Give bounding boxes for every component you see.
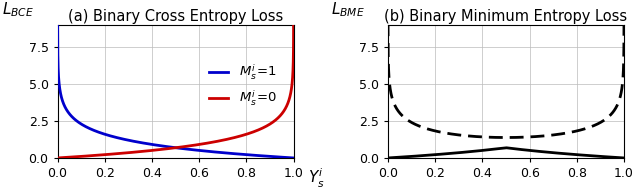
Title: (a) Binary Cross Entropy Loss: (a) Binary Cross Entropy Loss xyxy=(68,9,284,24)
Text: $L_{BCE}$: $L_{BCE}$ xyxy=(2,0,34,19)
Legend: $M_s^i\!=\!1$, $M_s^i\!=\!0$: $M_s^i\!=\!1$, $M_s^i\!=\!0$ xyxy=(204,57,282,113)
Title: (b) Binary Minimum Entropy Loss: (b) Binary Minimum Entropy Loss xyxy=(385,9,628,24)
Text: $Y_s^i$: $Y_s^i$ xyxy=(308,167,324,191)
Text: $L_{BME}$: $L_{BME}$ xyxy=(331,0,364,19)
Text: $Y_s^i$: $Y_s^i$ xyxy=(638,167,640,191)
